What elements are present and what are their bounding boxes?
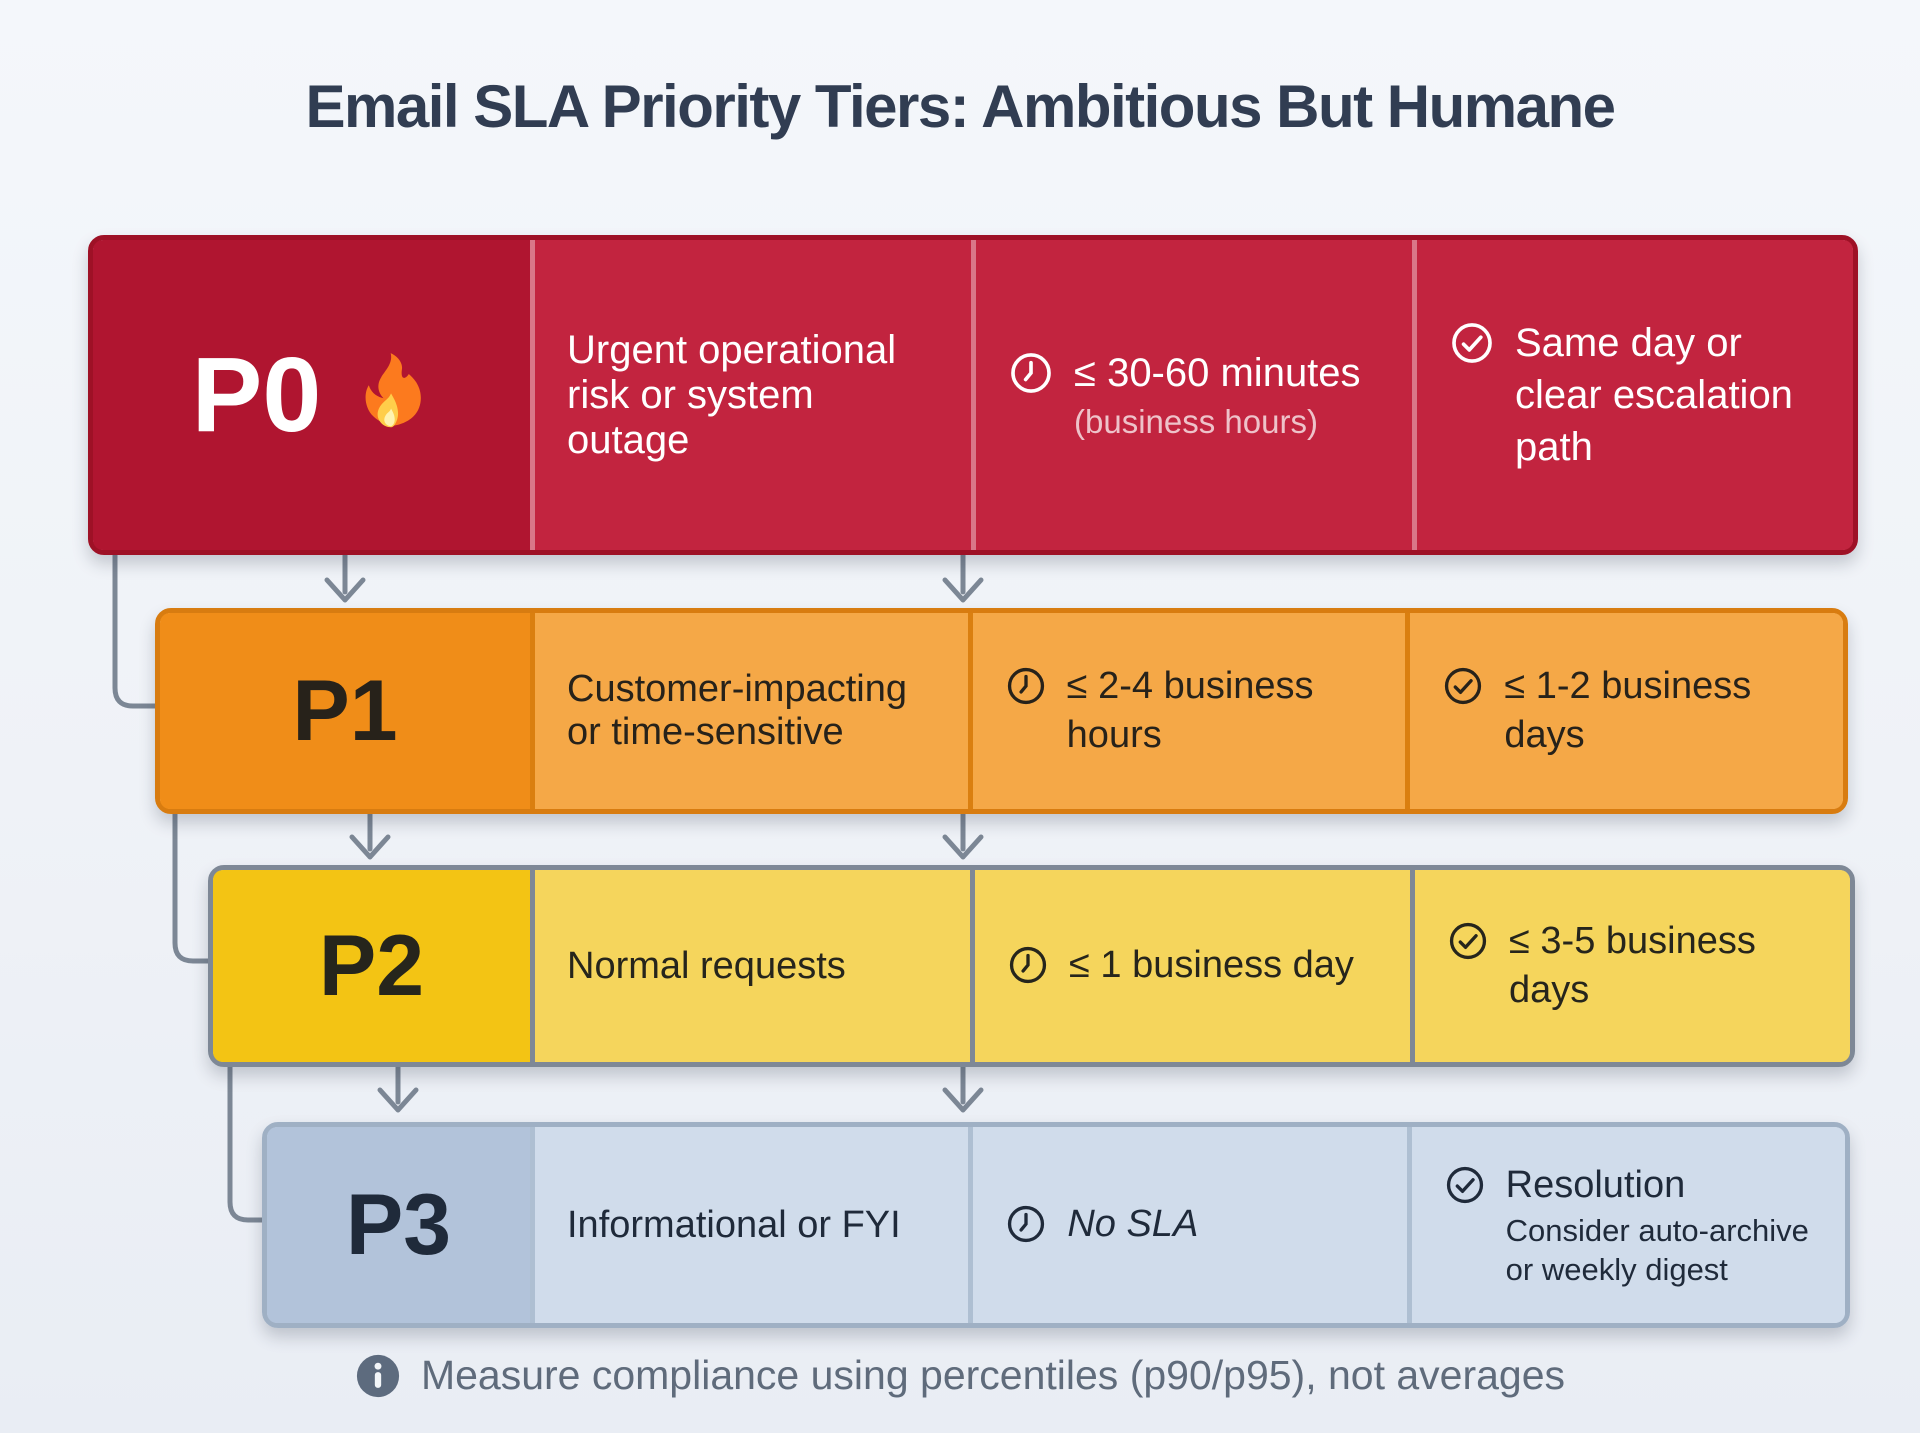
footer-note: Measure compliance using percentiles (p9… bbox=[0, 1352, 1920, 1399]
down-arrow-head bbox=[324, 577, 366, 603]
down-arrow-head bbox=[942, 834, 984, 860]
tier-p3-resolution-target: Resolution bbox=[1505, 1163, 1686, 1206]
tier-p1-resolution-target: ≤ 1-2 business days bbox=[1504, 664, 1752, 756]
tier-p2-resolution-target: ≤ 3-5 business days bbox=[1509, 919, 1756, 1011]
check-circle-icon bbox=[1442, 665, 1484, 707]
elbow-connector-p0-p1 bbox=[112, 542, 161, 709]
tier-p3-label: P3 bbox=[345, 1177, 452, 1273]
tier-p3-description-cell: Informational or FYI bbox=[530, 1127, 969, 1323]
tier-row-p2: P2 Normal requests ≤ 1 business day bbox=[208, 865, 1855, 1067]
tier-row-p0: P0 Urgent operational risk or system out… bbox=[88, 235, 1858, 555]
tier-p2-description-cell: Normal requests bbox=[530, 870, 970, 1062]
tier-p3-response-cell: No SLA bbox=[968, 1127, 1407, 1323]
tier-p2-label-cell: P2 bbox=[213, 870, 530, 1062]
elbow-connector-p1-p2 bbox=[172, 801, 214, 964]
check-circle-icon bbox=[1444, 1164, 1486, 1206]
tier-p1-label-cell: P1 bbox=[160, 613, 530, 809]
tier-row-p3: P3 Informational or FYI No SLA bbox=[262, 1122, 1850, 1328]
footer-text: Measure compliance using percentiles (p9… bbox=[420, 1352, 1566, 1398]
tier-p0-resolution-target: Same day or clear escalation path bbox=[1515, 321, 1793, 469]
tier-p0-description: Urgent operational risk or system outage bbox=[567, 327, 897, 462]
tier-p2-label: P2 bbox=[318, 918, 425, 1014]
tier-p3-label-cell: P3 bbox=[267, 1127, 530, 1323]
tier-p0-description-cell: Urgent operational risk or system outage bbox=[530, 240, 971, 550]
tier-p2-description: Normal requests bbox=[567, 944, 846, 987]
tier-p0-label-cell: P0 bbox=[93, 240, 530, 550]
tier-p0-label: P0 bbox=[191, 336, 322, 454]
tier-p1-response-time: ≤ 2-4 business hours bbox=[1066, 664, 1314, 756]
tier-p0-response-note: (business hours) bbox=[1074, 403, 1318, 441]
tier-p1-label: P1 bbox=[292, 663, 398, 759]
down-arrow-head bbox=[942, 577, 984, 603]
tier-p1-response-cell: ≤ 2-4 business hours bbox=[967, 613, 1406, 809]
tier-p1-description-cell: Customer-impacting or time-sensitive bbox=[530, 613, 968, 809]
info-icon bbox=[355, 1353, 401, 1399]
tier-p3-response-time: No SLA bbox=[1067, 1203, 1199, 1246]
tier-p3-resolution-note: Consider auto-archive or weekly digest bbox=[1505, 1212, 1809, 1287]
down-arrow-head bbox=[377, 1087, 419, 1113]
down-arrow-head bbox=[349, 834, 391, 860]
tier-p2-response-time: ≤ 1 business day bbox=[1069, 944, 1354, 987]
clock-icon bbox=[1008, 350, 1054, 396]
check-circle-icon bbox=[1447, 920, 1489, 962]
clock-icon bbox=[1005, 1203, 1047, 1245]
tier-p0-response-cell: ≤ 30-60 minutes (business hours) bbox=[971, 240, 1412, 550]
flame-icon bbox=[349, 349, 431, 441]
tier-p3-resolution-cell: Resolution Consider auto-archive or week… bbox=[1406, 1127, 1845, 1323]
tier-p1-description: Customer-impacting or time-sensitive bbox=[567, 668, 907, 753]
tier-p0-response-time: ≤ 30-60 minutes bbox=[1074, 351, 1361, 396]
page-title: Email SLA Priority Tiers: Ambitious But … bbox=[305, 73, 1616, 140]
check-circle-icon bbox=[1449, 320, 1495, 366]
tier-p3-description: Informational or FYI bbox=[567, 1203, 901, 1246]
tier-p1-resolution-cell: ≤ 1-2 business days bbox=[1405, 613, 1844, 809]
elbow-connector-p2-p3 bbox=[227, 1054, 268, 1223]
down-arrow-head bbox=[942, 1087, 984, 1113]
tier-row-p1: P1 Customer-impacting or time-sensitive … bbox=[155, 608, 1848, 814]
tier-p0-resolution-cell: Same day or clear escalation path bbox=[1412, 240, 1853, 550]
clock-icon bbox=[1007, 944, 1049, 986]
tier-p2-resolution-cell: ≤ 3-5 business days bbox=[1410, 870, 1850, 1062]
clock-icon bbox=[1005, 665, 1047, 707]
tier-p2-response-cell: ≤ 1 business day bbox=[970, 870, 1410, 1062]
